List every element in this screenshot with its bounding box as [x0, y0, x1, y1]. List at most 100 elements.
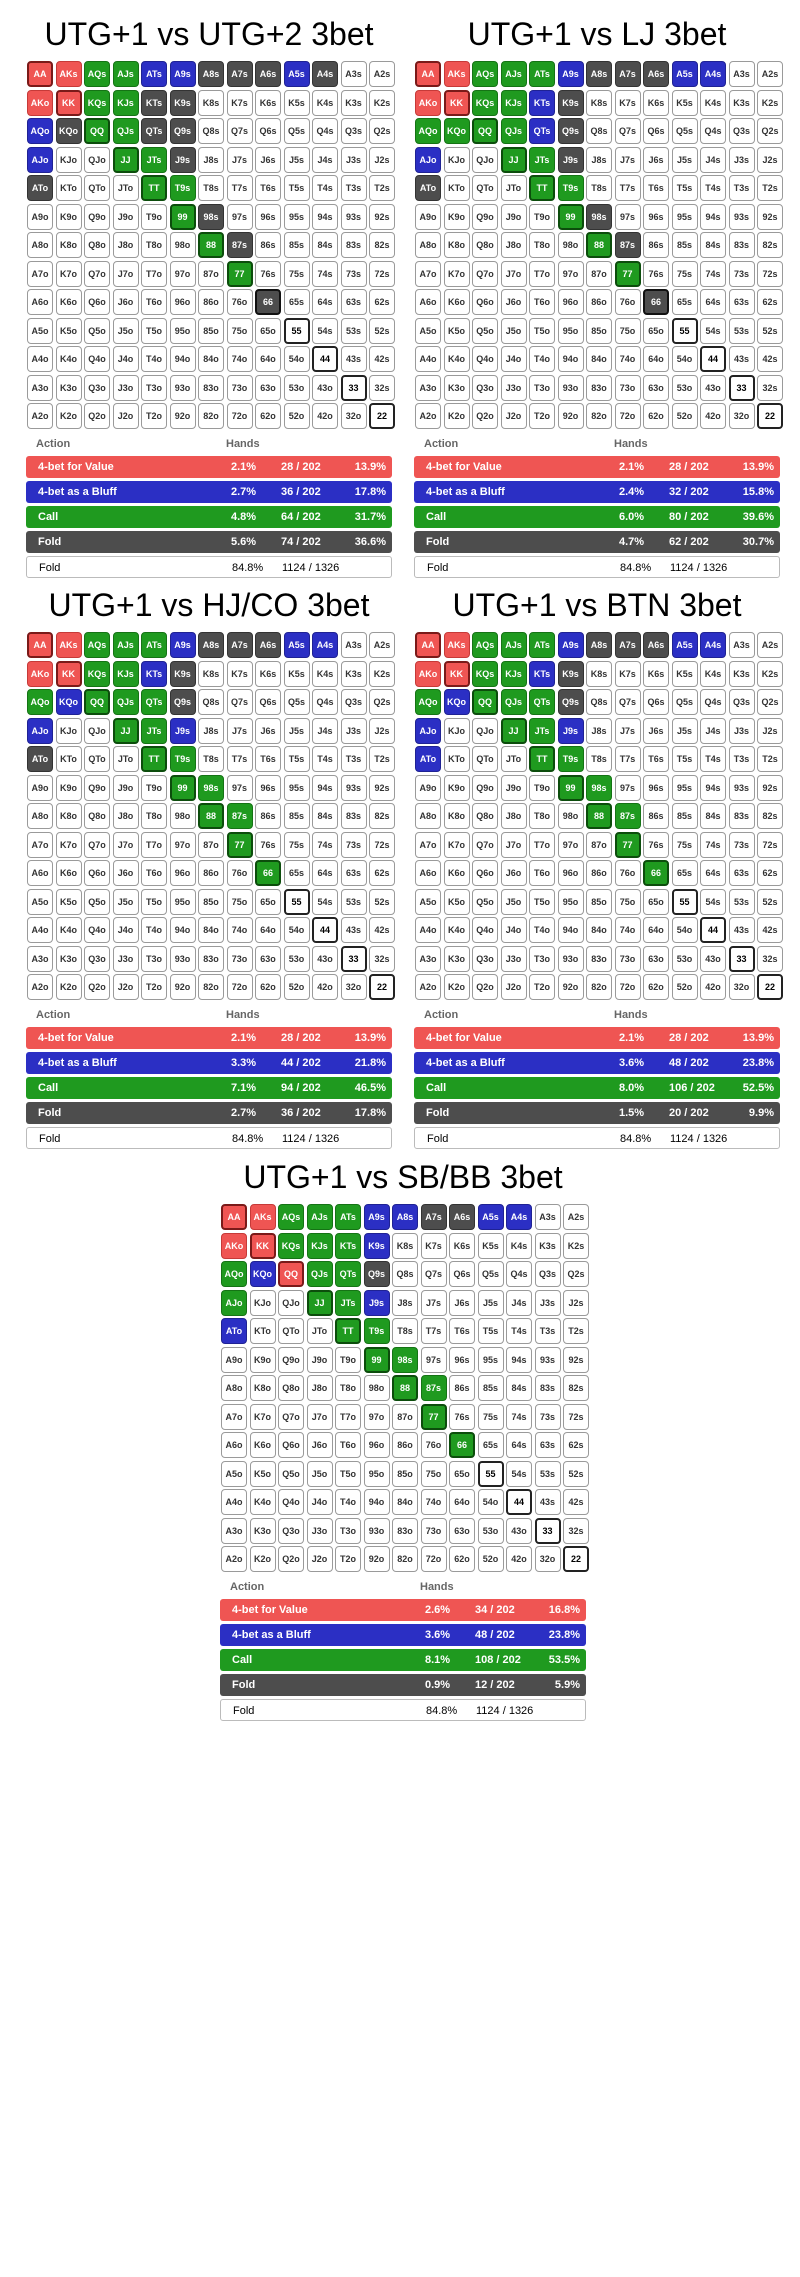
- hand-cell-64s[interactable]: 64s: [312, 289, 338, 315]
- hand-cell-t7s[interactable]: T7s: [226, 175, 253, 201]
- hand-cell-t6o[interactable]: T6o: [529, 289, 555, 315]
- hand-cell-94o[interactable]: 94o: [169, 917, 196, 943]
- hand-cell-k2s[interactable]: K2s: [369, 660, 395, 687]
- hand-cell-43o[interactable]: 43o: [700, 374, 726, 401]
- hand-cell-q6s[interactable]: Q6s: [643, 689, 669, 715]
- hand-cell-t9o[interactable]: T9o: [529, 203, 555, 230]
- hand-cell-a3o[interactable]: A3o: [415, 374, 441, 401]
- hand-cell-j6s[interactable]: J6s: [643, 146, 669, 173]
- hand-cell-kqo[interactable]: KQo: [55, 689, 82, 715]
- hand-cell-62s[interactable]: 62s: [369, 289, 395, 315]
- hand-cell-k7o[interactable]: K7o: [443, 831, 470, 858]
- hand-cell-22[interactable]: 22: [757, 974, 783, 1000]
- hand-cell-76s[interactable]: 76s: [643, 831, 669, 858]
- hand-cell-k9o[interactable]: K9o: [55, 774, 82, 801]
- hand-cell-73o[interactable]: 73o: [420, 1517, 447, 1544]
- hand-cell-74s[interactable]: 74s: [700, 831, 726, 858]
- hand-cell-54s[interactable]: 54s: [312, 317, 338, 344]
- hand-cell-33[interactable]: 33: [534, 1517, 561, 1544]
- hand-cell-kjo[interactable]: KJo: [443, 146, 470, 173]
- hand-cell-j3o[interactable]: J3o: [500, 374, 527, 401]
- hand-cell-74s[interactable]: 74s: [312, 260, 338, 287]
- hand-cell-32o[interactable]: 32o: [728, 403, 755, 429]
- hand-cell-k5o[interactable]: K5o: [55, 317, 82, 344]
- hand-cell-64s[interactable]: 64s: [700, 289, 726, 315]
- hand-cell-tt[interactable]: TT: [529, 175, 555, 201]
- hand-cell-k8o[interactable]: K8o: [443, 803, 470, 829]
- hand-cell-92s[interactable]: 92s: [757, 774, 783, 801]
- hand-cell-76o[interactable]: 76o: [614, 860, 641, 886]
- hand-cell-t8o[interactable]: T8o: [529, 232, 555, 258]
- hand-cell-97s[interactable]: 97s: [226, 774, 253, 801]
- hand-cell-k5s[interactable]: K5s: [283, 89, 310, 116]
- hand-cell-94s[interactable]: 94s: [506, 1346, 532, 1373]
- hand-cell-jto[interactable]: JTo: [500, 175, 527, 201]
- hand-cell-98s[interactable]: 98s: [392, 1346, 418, 1373]
- hand-cell-j9o[interactable]: J9o: [112, 774, 139, 801]
- hand-cell-a8s[interactable]: A8s: [392, 1204, 418, 1230]
- hand-cell-a4s[interactable]: A4s: [700, 632, 726, 658]
- hand-cell-74o[interactable]: 74o: [614, 346, 641, 372]
- hand-cell-j5o[interactable]: J5o: [112, 888, 139, 915]
- hand-cell-t8o[interactable]: T8o: [141, 803, 167, 829]
- hand-cell-92o[interactable]: 92o: [169, 403, 196, 429]
- hand-cell-82s[interactable]: 82s: [757, 803, 783, 829]
- hand-cell-kk[interactable]: KK: [249, 1232, 276, 1259]
- hand-cell-qto[interactable]: QTo: [472, 746, 498, 772]
- hand-cell-92o[interactable]: 92o: [363, 1546, 390, 1572]
- hand-cell-87s[interactable]: 87s: [614, 803, 641, 829]
- hand-cell-j4s[interactable]: J4s: [700, 717, 726, 744]
- hand-cell-q3o[interactable]: Q3o: [472, 945, 498, 972]
- hand-cell-95s[interactable]: 95s: [671, 203, 698, 230]
- hand-cell-44[interactable]: 44: [312, 917, 338, 943]
- hand-cell-t5o[interactable]: T5o: [529, 888, 555, 915]
- hand-cell-95o[interactable]: 95o: [363, 1460, 390, 1487]
- hand-cell-a2o[interactable]: A2o: [27, 403, 53, 429]
- hand-cell-j8o[interactable]: J8o: [306, 1375, 333, 1401]
- hand-cell-a2o[interactable]: A2o: [415, 403, 441, 429]
- hand-cell-kts[interactable]: KTs: [335, 1232, 361, 1259]
- hand-cell-j6s[interactable]: J6s: [643, 717, 669, 744]
- hand-cell-aqs[interactable]: AQs: [278, 1204, 304, 1230]
- hand-cell-98s[interactable]: 98s: [586, 774, 612, 801]
- hand-cell-99[interactable]: 99: [363, 1346, 390, 1373]
- hand-cell-j8o[interactable]: J8o: [500, 232, 527, 258]
- hand-cell-q9o[interactable]: Q9o: [472, 774, 498, 801]
- hand-cell-k2o[interactable]: K2o: [443, 974, 470, 1000]
- hand-cell-65s[interactable]: 65s: [671, 860, 698, 886]
- hand-cell-j8o[interactable]: J8o: [500, 803, 527, 829]
- hand-cell-86s[interactable]: 86s: [255, 232, 281, 258]
- hand-cell-44[interactable]: 44: [700, 917, 726, 943]
- hand-cell-a8s[interactable]: A8s: [586, 632, 612, 658]
- hand-cell-43s[interactable]: 43s: [340, 346, 367, 372]
- hand-cell-a8o[interactable]: A8o: [415, 232, 441, 258]
- hand-cell-k8o[interactable]: K8o: [55, 803, 82, 829]
- hand-cell-t5s[interactable]: T5s: [477, 1318, 504, 1344]
- hand-cell-ajo[interactable]: AJo: [221, 1289, 247, 1316]
- hand-cell-98o[interactable]: 98o: [557, 232, 584, 258]
- hand-cell-qjs[interactable]: QJs: [500, 118, 527, 144]
- hand-cell-ats[interactable]: ATs: [529, 61, 555, 87]
- hand-cell-j2s[interactable]: J2s: [757, 146, 783, 173]
- hand-cell-q9s[interactable]: Q9s: [557, 689, 584, 715]
- hand-cell-k5s[interactable]: K5s: [671, 89, 698, 116]
- hand-cell-j6s[interactable]: J6s: [255, 717, 281, 744]
- hand-cell-65s[interactable]: 65s: [283, 860, 310, 886]
- hand-cell-qjo[interactable]: QJo: [278, 1289, 304, 1316]
- hand-cell-32s[interactable]: 32s: [757, 945, 783, 972]
- hand-cell-86s[interactable]: 86s: [643, 803, 669, 829]
- hand-cell-t3s[interactable]: T3s: [728, 746, 755, 772]
- hand-cell-62s[interactable]: 62s: [757, 289, 783, 315]
- hand-cell-qjo[interactable]: QJo: [472, 717, 498, 744]
- hand-cell-q9o[interactable]: Q9o: [84, 203, 110, 230]
- hand-cell-k3o[interactable]: K3o: [443, 374, 470, 401]
- hand-cell-k8o[interactable]: K8o: [249, 1375, 276, 1401]
- hand-cell-52s[interactable]: 52s: [369, 888, 395, 915]
- hand-cell-88[interactable]: 88: [392, 1375, 418, 1401]
- hand-cell-j7s[interactable]: J7s: [420, 1289, 447, 1316]
- hand-cell-k6s[interactable]: K6s: [643, 89, 669, 116]
- hand-cell-k3s[interactable]: K3s: [534, 1232, 561, 1259]
- hand-cell-a4o[interactable]: A4o: [415, 346, 441, 372]
- hand-cell-86s[interactable]: 86s: [643, 232, 669, 258]
- hand-cell-a3s[interactable]: A3s: [534, 1204, 561, 1230]
